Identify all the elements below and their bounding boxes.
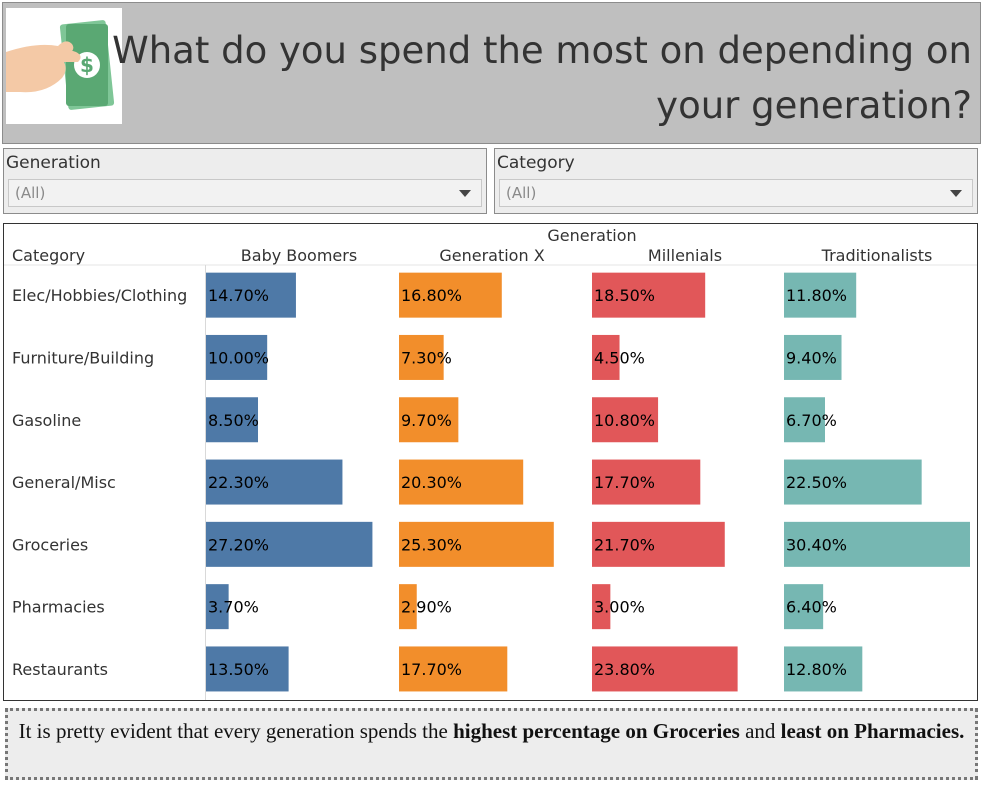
bar-generation-x-furniture-building	[399, 334, 444, 380]
category-dropdown[interactable]: (All)	[499, 179, 973, 207]
bar-millenials-elec-hobbies-clothing	[592, 272, 706, 318]
category-dropdown-value: (All)	[506, 184, 537, 202]
bar-traditionalists-pharmacies	[784, 584, 824, 630]
data-label-generation-x-general-misc: 20.30%	[401, 473, 462, 492]
chevron-down-icon[interactable]	[950, 190, 962, 197]
bar-generation-x-elec-hobbies-clothing	[399, 272, 502, 318]
category-label-restaurants: Restaurants	[12, 660, 108, 679]
data-label-baby-boomers-pharmacies: 3.70%	[208, 598, 259, 617]
bar-generation-x-pharmacies	[399, 584, 417, 630]
data-label-baby-boomers-groceries: 27.20%	[208, 535, 269, 554]
data-label-generation-x-gasoline: 9.70%	[401, 411, 452, 430]
series-header-baby-boomers: Baby Boomers	[241, 246, 357, 265]
data-label-generation-x-groceries: 25.30%	[401, 535, 462, 554]
data-label-traditionalists-furniture-building: 9.40%	[786, 348, 837, 367]
insight-note: It is pretty evident that every generati…	[5, 708, 978, 780]
category-filter-label: Category	[497, 153, 575, 173]
chevron-down-icon[interactable]	[459, 190, 471, 197]
category-label-pharmacies: Pharmacies	[12, 598, 105, 617]
data-label-traditionalists-pharmacies: 6.40%	[786, 598, 837, 617]
data-label-baby-boomers-restaurants: 13.50%	[208, 660, 269, 679]
category-label-elec-hobbies-clothing: Elec/Hobbies/Clothing	[12, 286, 187, 305]
bar-baby-boomers-restaurants	[206, 646, 289, 692]
generation-filter-label: Generation	[6, 153, 101, 173]
data-label-traditionalists-groceries: 30.40%	[786, 535, 847, 554]
data-label-generation-x-furniture-building: 7.30%	[401, 348, 452, 367]
bar-traditionalists-furniture-building	[784, 334, 842, 380]
bar-traditionalists-restaurants	[784, 646, 863, 692]
note-text-mid: and	[739, 719, 781, 743]
category-label-furniture-building: Furniture/Building	[12, 348, 154, 367]
category-label-groceries: Groceries	[12, 535, 88, 554]
series-header-traditionalists: Traditionalists	[821, 246, 933, 265]
note-highlight-groceries: highest percentage on Groceries	[453, 719, 740, 743]
data-label-millenials-restaurants: 23.80%	[594, 660, 655, 679]
data-label-generation-x-restaurants: 17.70%	[401, 660, 462, 679]
bar-generation-x-restaurants	[399, 646, 508, 692]
generation-column-header: Generation	[547, 226, 636, 245]
bar-millenials-pharmacies	[592, 584, 611, 630]
bar-baby-boomers-elec-hobbies-clothing	[206, 272, 296, 318]
data-label-millenials-elec-hobbies-clothing: 18.50%	[594, 286, 655, 305]
category-filter: Category (All)	[494, 148, 978, 214]
dashboard-header: $ What do you spend the most on dependin…	[2, 2, 981, 144]
bar-traditionalists-elec-hobbies-clothing	[784, 272, 857, 318]
series-header-generation-x: Generation X	[439, 246, 544, 265]
category-row-header: Category	[12, 246, 85, 265]
data-label-traditionalists-general-misc: 22.50%	[786, 473, 847, 492]
data-label-baby-boomers-furniture-building: 10.00%	[208, 348, 269, 367]
data-label-millenials-gasoline: 10.80%	[594, 411, 655, 430]
bar-baby-boomers-gasoline	[206, 397, 259, 443]
data-label-millenials-furniture-building: 4.50%	[594, 348, 645, 367]
data-label-baby-boomers-elec-hobbies-clothing: 14.70%	[208, 286, 269, 305]
data-label-traditionalists-elec-hobbies-clothing: 11.80%	[786, 286, 847, 305]
generation-dropdown-value: (All)	[15, 184, 46, 202]
data-label-millenials-pharmacies: 3.00%	[594, 598, 645, 617]
bar-baby-boomers-furniture-building	[206, 334, 268, 380]
data-label-generation-x-elec-hobbies-clothing: 16.80%	[401, 286, 462, 305]
bar-millenials-groceries	[592, 521, 725, 567]
bar-baby-boomers-pharmacies	[206, 584, 229, 630]
bar-traditionalists-gasoline	[784, 397, 825, 443]
logo: $	[6, 8, 122, 124]
hand-holding-dollar-bill-icon: $	[6, 20, 115, 110]
bar-generation-x-gasoline	[399, 397, 459, 443]
data-label-baby-boomers-gasoline: 8.50%	[208, 411, 259, 430]
bar-baby-boomers-general-misc	[206, 459, 343, 505]
bar-millenials-restaurants	[592, 646, 738, 692]
chart-panel: Generation Category Baby Boomers Generation…	[3, 223, 978, 701]
bar-millenials-gasoline	[592, 397, 659, 443]
note-highlight-pharmacies: least on Pharmacies.	[780, 719, 965, 743]
svg-text:$: $	[80, 53, 94, 77]
bar-millenials-furniture-building	[592, 334, 620, 380]
data-label-baby-boomers-general-misc: 22.30%	[208, 473, 269, 492]
generation-dropdown[interactable]: (All)	[8, 179, 482, 207]
bar-baby-boomers-groceries	[206, 521, 373, 567]
bar-generation-x-groceries	[399, 521, 554, 567]
bar-generation-x-general-misc	[399, 459, 524, 505]
page-title: What do you spend the most on depending …	[112, 29, 972, 127]
data-label-traditionalists-restaurants: 12.80%	[786, 660, 847, 679]
bar-chart: Generation Category Baby Boomers Generation…	[4, 226, 977, 700]
bar-millenials-general-misc	[592, 459, 701, 505]
category-label-gasoline: Gasoline	[12, 411, 81, 430]
bar-traditionalists-general-misc	[784, 459, 922, 505]
series-header-millenials: Millenials	[648, 246, 722, 265]
note-text-start: It is pretty evident that every generati…	[18, 719, 454, 743]
bar-traditionalists-groceries	[784, 521, 970, 567]
category-label-general-misc: General/Misc	[12, 473, 116, 492]
data-label-millenials-groceries: 21.70%	[594, 535, 655, 554]
data-label-millenials-general-misc: 17.70%	[594, 473, 655, 492]
data-label-generation-x-pharmacies: 2.90%	[401, 598, 452, 617]
data-label-traditionalists-gasoline: 6.70%	[786, 411, 837, 430]
generation-filter: Generation (All)	[3, 148, 487, 214]
